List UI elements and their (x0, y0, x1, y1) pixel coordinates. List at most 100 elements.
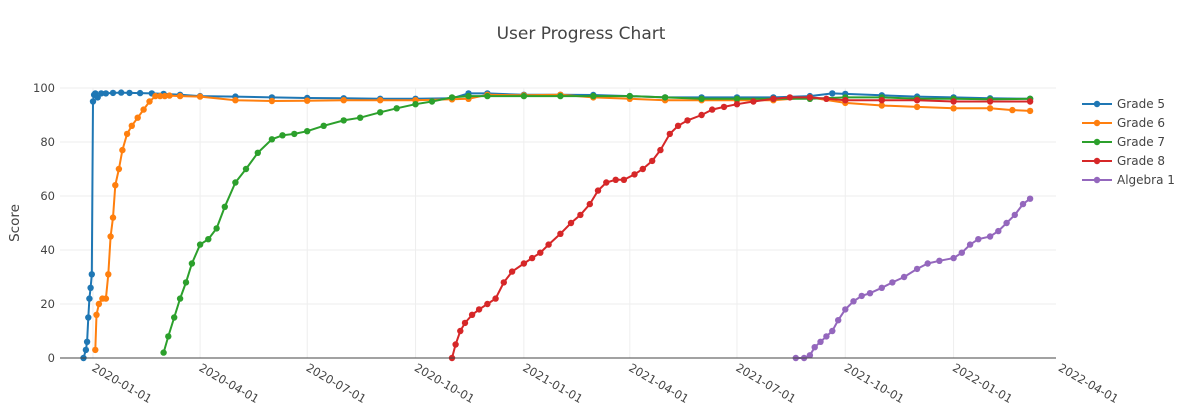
data-point[interactable] (452, 341, 459, 348)
data-point[interactable] (393, 105, 400, 112)
data-point[interactable] (508, 268, 516, 275)
data-point[interactable] (242, 165, 250, 173)
data-point[interactable] (786, 94, 794, 101)
data-point[interactable] (995, 227, 1002, 235)
data-point[interactable] (720, 103, 728, 111)
data-point[interactable] (86, 295, 93, 302)
data-point[interactable] (188, 260, 196, 267)
data-point[interactable] (340, 97, 347, 104)
data-point[interactable] (975, 236, 982, 243)
data-point[interactable] (291, 130, 298, 138)
data-point[interactable] (140, 106, 147, 113)
data-point[interactable] (268, 97, 276, 105)
data-point[interactable] (586, 200, 593, 208)
data-point[interactable] (567, 219, 575, 227)
data-point[interactable] (520, 92, 528, 100)
legend-layer[interactable]: Grade 5 Grade 6 Grade 7 Grade 8 Algebra 1 (1082, 97, 1175, 187)
data-point[interactable] (320, 122, 327, 129)
data-point[interactable] (545, 241, 552, 248)
data-point[interactable] (631, 171, 638, 178)
data-point[interactable] (823, 333, 830, 340)
data-point[interactable] (1003, 219, 1010, 227)
data-point[interactable] (958, 249, 965, 256)
data-point[interactable] (913, 103, 921, 111)
data-point[interactable] (986, 98, 994, 105)
data-point[interactable] (811, 344, 818, 351)
data-point[interactable] (115, 165, 123, 173)
data-point[interactable] (698, 95, 705, 103)
data-point[interactable] (842, 306, 849, 313)
data-point[interactable] (221, 203, 228, 210)
legend-item-grade-6[interactable]: Grade 6 (1082, 116, 1165, 130)
data-point[interactable] (205, 236, 212, 243)
data-point[interactable] (889, 279, 896, 286)
data-point[interactable] (357, 114, 364, 121)
data-point[interactable] (850, 298, 857, 305)
legend-item-grade-7[interactable]: Grade 7 (1082, 135, 1165, 149)
data-point[interactable] (842, 97, 849, 104)
data-point[interactable] (461, 319, 469, 327)
data-point[interactable] (829, 327, 836, 335)
data-point[interactable] (1026, 98, 1034, 105)
data-point[interactable] (87, 284, 94, 291)
data-point[interactable] (89, 98, 97, 105)
data-point[interactable] (176, 295, 184, 302)
legend-item-grade-8[interactable]: Grade 8 (1082, 154, 1165, 168)
data-point[interactable] (465, 92, 472, 100)
data-point[interactable] (750, 98, 757, 105)
data-point[interactable] (128, 122, 135, 129)
data-point[interactable] (733, 101, 741, 108)
data-point[interactable] (986, 233, 994, 240)
data-point[interactable] (823, 95, 830, 103)
data-point[interactable] (232, 179, 239, 186)
data-point[interactable] (817, 338, 824, 345)
data-point[interactable] (171, 314, 178, 321)
data-point[interactable] (913, 265, 921, 273)
data-point[interactable] (1011, 211, 1018, 219)
data-point[interactable] (924, 260, 931, 267)
data-point[interactable] (520, 260, 528, 267)
data-point[interactable] (152, 92, 159, 100)
data-point[interactable] (182, 279, 190, 286)
data-point[interactable] (950, 254, 957, 262)
data-point[interactable] (986, 105, 994, 112)
data-point[interactable] (684, 117, 691, 124)
data-point[interactable] (112, 182, 119, 189)
data-point[interactable] (146, 98, 153, 105)
data-point[interactable] (590, 92, 597, 100)
data-point[interactable] (492, 295, 499, 302)
data-point[interactable] (1009, 106, 1016, 114)
data-point[interactable] (279, 132, 286, 139)
data-point[interactable] (770, 95, 777, 103)
data-point[interactable] (709, 106, 716, 113)
data-point[interactable] (268, 136, 276, 143)
data-point[interactable] (878, 97, 885, 104)
data-point[interactable] (557, 230, 564, 237)
data-point[interactable] (626, 92, 633, 100)
data-point[interactable] (639, 165, 646, 173)
data-point[interactable] (733, 95, 741, 103)
data-point[interactable] (649, 157, 656, 165)
data-point[interactable] (666, 130, 673, 138)
data-point[interactable] (878, 284, 885, 291)
data-point[interactable] (594, 187, 602, 194)
data-point[interactable] (136, 89, 144, 97)
data-point[interactable] (126, 89, 133, 97)
data-point[interactable] (95, 300, 103, 308)
data-point[interactable] (213, 225, 220, 232)
data-point[interactable] (612, 176, 619, 183)
data-point[interactable] (806, 352, 814, 359)
data-point[interactable] (340, 117, 347, 124)
data-point[interactable] (657, 146, 664, 154)
data-point[interactable] (1019, 200, 1027, 208)
data-point[interactable] (196, 241, 204, 248)
data-point[interactable] (98, 90, 105, 97)
data-point[interactable] (165, 333, 172, 340)
data-point[interactable] (377, 97, 384, 104)
data-point[interactable] (475, 306, 483, 313)
data-point[interactable] (102, 295, 110, 302)
data-point[interactable] (109, 89, 117, 97)
data-point[interactable] (484, 92, 491, 100)
data-point[interactable] (134, 114, 141, 121)
data-point[interactable] (698, 111, 705, 119)
